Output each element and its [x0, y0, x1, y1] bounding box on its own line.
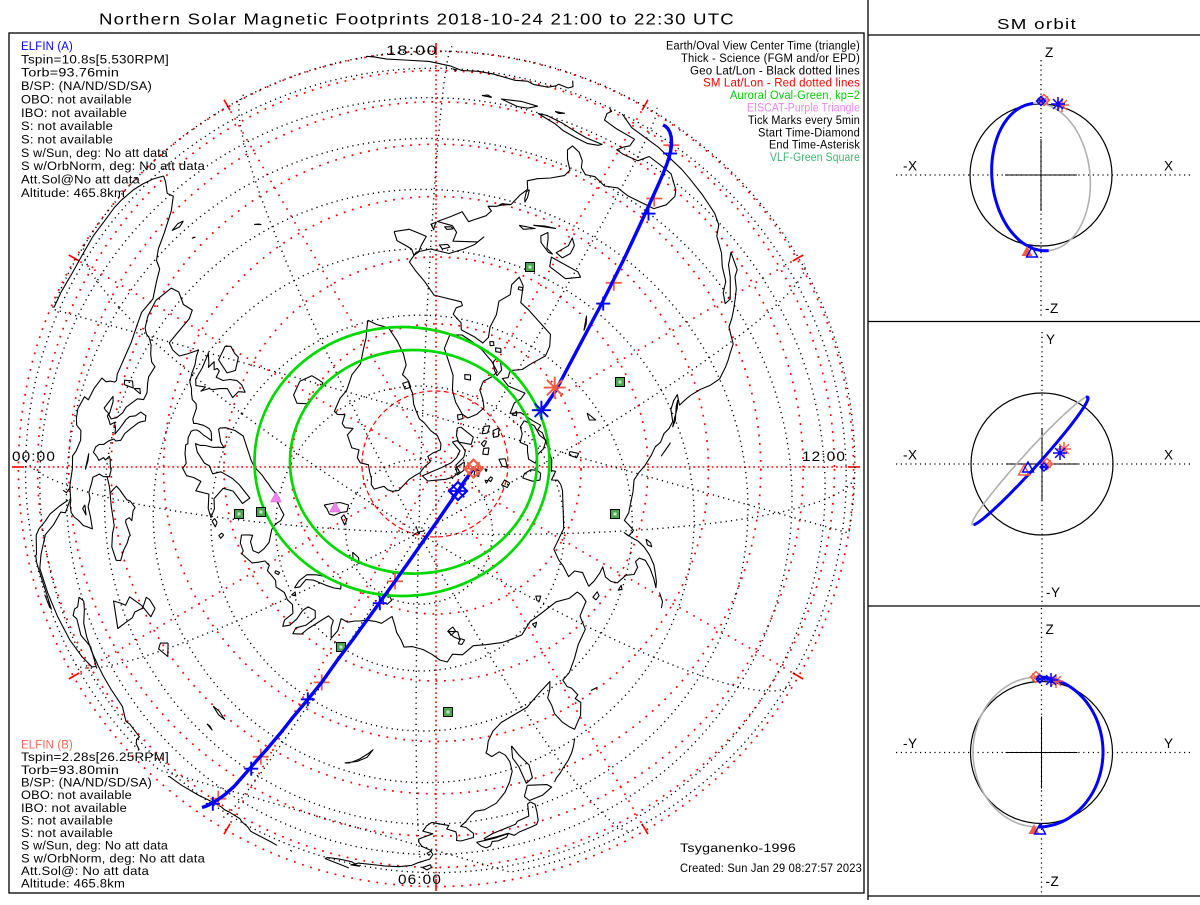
svg-text:Created: Sun Jan 29 08:27:57 2: Created: Sun Jan 29 08:27:57 2023 [680, 861, 862, 875]
svg-text:Northern Solar Magnetic Footpr: Northern Solar Magnetic Footprints 2018-… [99, 12, 735, 29]
svg-text:Z: Z [1046, 622, 1055, 637]
svg-text:18:00: 18:00 [386, 43, 438, 58]
svg-text:S: not available: S: not available [21, 119, 113, 133]
svg-text:Thick - Science (FGM and/or EP: Thick - Science (FGM and/or EPD) [681, 51, 860, 65]
svg-text:SM orbit: SM orbit [997, 17, 1077, 33]
svg-text:B/SP: (NA/ND/SD/SA): B/SP: (NA/ND/SD/SA) [21, 79, 152, 93]
svg-text:Geo Lat/Lon - Black dotted lin: Geo Lat/Lon - Black dotted lines [690, 63, 860, 77]
svg-text:Earth/Oval View Center Time (t: Earth/Oval View Center Time (triangle) [666, 39, 860, 53]
svg-text:Att.Sol@No att data: Att.Sol@No att data [21, 173, 140, 187]
svg-text:Tspin=2.28s[26.25RPM]: Tspin=2.28s[26.25RPM] [21, 750, 169, 764]
svg-text:S: not available: S: not available [21, 132, 113, 146]
svg-text:OBO: not available: OBO: not available [21, 788, 132, 802]
svg-text:Altitude: 465.8km: Altitude: 465.8km [21, 877, 125, 891]
svg-text:12:00: 12:00 [802, 449, 846, 464]
svg-text:Tick Marks every 5min: Tick Marks every 5min [748, 113, 860, 127]
svg-text:-X: -X [903, 448, 918, 463]
svg-text:Tspin=10.8s[5.530RPM]: Tspin=10.8s[5.530RPM] [21, 52, 169, 66]
svg-text:-Z: -Z [1046, 874, 1060, 889]
svg-text:Altitude: 465.8km: Altitude: 465.8km [21, 186, 125, 200]
svg-text:VLF-Green Square: VLF-Green Square [770, 150, 860, 164]
svg-text:ELFIN (A): ELFIN (A) [21, 39, 73, 53]
svg-text:X: X [1164, 448, 1174, 463]
svg-text:End Time-Asterisk: End Time-Asterisk [769, 138, 861, 152]
svg-text:Auroral Oval-Green, kp=2: Auroral Oval-Green, kp=2 [730, 88, 860, 102]
svg-text:S: not available: S: not available [21, 813, 113, 827]
svg-text:Y: Y [1046, 332, 1056, 347]
svg-text:Tsyganenko-1996: Tsyganenko-1996 [680, 841, 796, 855]
svg-text:S w/Sun, deg: No att data: S w/Sun, deg: No att data [21, 839, 168, 853]
svg-text:06:00: 06:00 [398, 872, 442, 887]
svg-text:Torb=93.76min: Torb=93.76min [21, 66, 119, 80]
svg-text:X: X [1164, 159, 1174, 174]
svg-text:SM Lat/Lon - Red dotted lines: SM Lat/Lon - Red dotted lines [703, 76, 860, 90]
svg-text:IBO: not available: IBO: not available [21, 106, 127, 120]
svg-text:ELFIN (B): ELFIN (B) [21, 738, 73, 752]
svg-text:-X: -X [903, 159, 918, 174]
svg-text:Torb=93.80min: Torb=93.80min [21, 763, 119, 777]
svg-text:OBO: not available: OBO: not available [21, 92, 132, 106]
svg-text:Att.Sol@: No att data: Att.Sol@: No att data [21, 864, 149, 878]
svg-text:Start Time-Diamond: Start Time-Diamond [758, 125, 860, 139]
svg-text:-Z: -Z [1045, 301, 1059, 316]
svg-text:S w/OrbNorm, deg: No att data: S w/OrbNorm, deg: No att data [21, 851, 205, 865]
svg-text:Y: Y [1164, 736, 1174, 751]
svg-text:Z: Z [1045, 45, 1054, 60]
svg-text:B/SP: (NA/ND/SD/SA): B/SP: (NA/ND/SD/SA) [21, 775, 152, 789]
svg-text:IBO: not available: IBO: not available [21, 801, 127, 815]
svg-text:-Y: -Y [903, 736, 918, 751]
svg-text:00:00: 00:00 [12, 449, 56, 464]
svg-text:S: not available: S: not available [21, 826, 113, 840]
svg-text:S w/Sun, deg: No att data: S w/Sun, deg: No att data [21, 146, 168, 160]
svg-text:-Y: -Y [1046, 585, 1061, 600]
svg-text:S w/OrbNorm, deg: No att data: S w/OrbNorm, deg: No att data [21, 159, 205, 173]
svg-text:EISCAT-Purple Triangle: EISCAT-Purple Triangle [747, 101, 860, 115]
